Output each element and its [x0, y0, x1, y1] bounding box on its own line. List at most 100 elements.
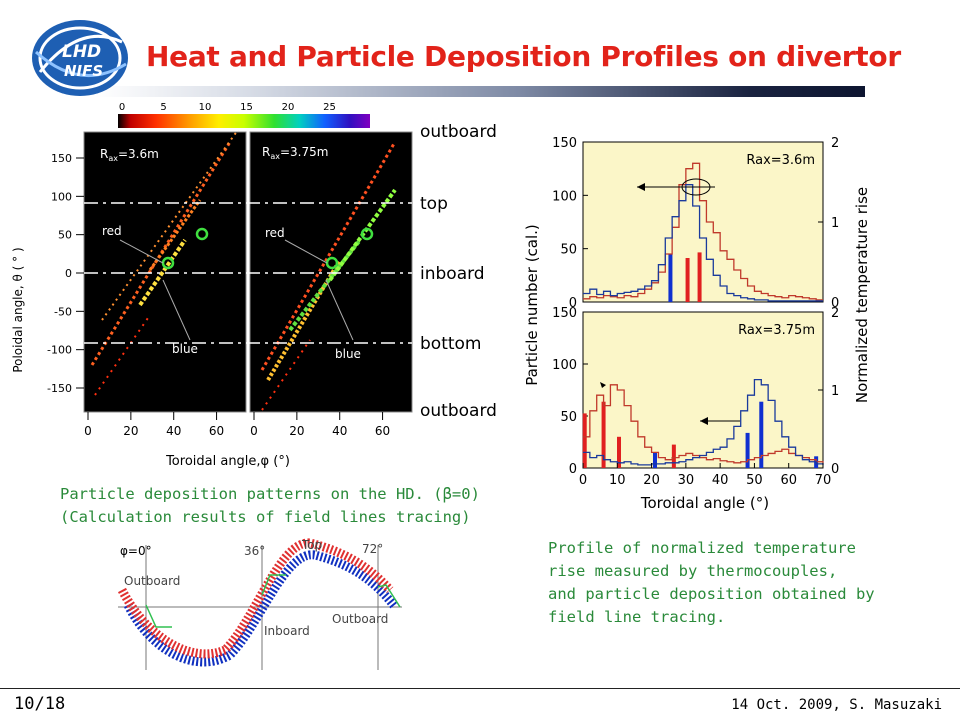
left-xtick: 40 — [332, 424, 347, 438]
panel-rax-3-6 — [84, 132, 246, 412]
chart-ytick: 0 — [569, 296, 577, 311]
colorbar-tick: 15 — [240, 102, 253, 113]
chart-ytick: 50 — [560, 410, 577, 425]
left-ytick: 50 — [58, 229, 72, 242]
phi72-label: 72° — [362, 542, 383, 556]
panel-b-label: R — [262, 145, 270, 159]
thermocouple-marker — [360, 227, 374, 241]
region-top: top — [420, 194, 448, 214]
phi0-label: φ=0° — [120, 544, 152, 558]
chart-ytick: 100 — [552, 189, 577, 204]
panel-a-value: =3.6m — [118, 147, 159, 161]
chart-ytick-right: 0 — [831, 462, 839, 477]
chart-xtick: 50 — [746, 473, 763, 488]
colorbar-tick: 5 — [160, 102, 166, 113]
chart-ytick-right: 1 — [831, 216, 839, 231]
page-number: 10/18 — [14, 694, 66, 714]
logo-top-text: LHD — [62, 42, 101, 62]
caption-right: Profile of normalized temperature rise m… — [548, 537, 875, 629]
chart-ylabel: Particle number (cal.) — [523, 224, 541, 386]
panel-b-value: =3.75m — [280, 145, 328, 159]
thermocouple-marker — [195, 227, 209, 241]
left-xtick: 0 — [84, 424, 92, 438]
chart-ytick-right: 0 — [831, 296, 839, 311]
left-ytick: -150 — [47, 382, 72, 395]
chart-annotation: Rax=3.6m — [746, 153, 815, 168]
colorbar-tick: 20 — [282, 102, 295, 113]
panel-b-sub: ax — [270, 152, 280, 161]
left-xlabel: Toroidal angle,φ (°) — [165, 454, 290, 469]
left-ytick: -50 — [54, 305, 72, 318]
chart-xtick: 30 — [678, 473, 695, 488]
caption-right-line1: Profile of normalized temperature — [548, 539, 856, 557]
caption-left-line1: Particle deposition patterns on the HD. … — [60, 485, 480, 503]
temp-bar-blue — [668, 254, 673, 302]
temp-bar-blue — [759, 401, 764, 468]
caption-right-line3: and particle deposition obtained by — [548, 585, 875, 603]
page-title: Heat and Particle Deposition Profiles on… — [146, 40, 901, 73]
svg-text:Rax=3.75m: Rax=3.75m — [262, 145, 328, 161]
series-line-1 — [583, 378, 824, 466]
left-xtick: 0 — [250, 424, 258, 438]
inboard-label: Inboard — [264, 624, 310, 638]
chart-ytick-right: 2 — [831, 306, 839, 321]
chart-ytick: 150 — [552, 306, 577, 321]
chart-xtick: 0 — [579, 473, 587, 488]
top-label: Top — [301, 538, 322, 552]
chart-xlabel: Toroidal angle (°) — [640, 494, 769, 512]
caption-right-line4: field line tracing. — [548, 608, 726, 626]
colorbar-gradient — [118, 114, 370, 128]
region-outboard-bottom: outboard — [420, 401, 497, 421]
svg-text:Rax=3.6m: Rax=3.6m — [100, 147, 159, 163]
temp-bar-blue — [745, 432, 750, 468]
lhd-nifs-logo-icon: LHD NIFS — [32, 20, 128, 96]
chart-ytick: 0 — [569, 462, 577, 477]
chart-panel-0: 0 50 100 150 0 1 2 Rax=3.6m — [552, 136, 839, 311]
panel-a-label: R — [100, 147, 108, 161]
colorbar-tick: 25 — [323, 102, 336, 113]
highlight-ellipse — [681, 178, 711, 196]
temp-bar-red — [582, 413, 587, 468]
left-ytick: 0 — [65, 267, 72, 280]
chart-xtick: 20 — [643, 473, 660, 488]
chart-xtick: 60 — [780, 473, 797, 488]
temp-bar-red — [685, 258, 690, 302]
region-lines — [84, 202, 412, 344]
deposition-pattern-plots: Rax=3.6m Rax=3.75m red red blue blue 150… — [11, 130, 413, 469]
region-inboard: inboard — [420, 264, 485, 284]
temp-bar-red — [671, 444, 676, 468]
region-bottom: bottom — [420, 334, 482, 354]
header-gradient-bar — [95, 86, 865, 97]
blue-label-a: blue — [172, 342, 198, 356]
series-line-0 — [583, 384, 824, 464]
chart-xtick: 10 — [609, 473, 626, 488]
temp-bar-red — [697, 252, 702, 302]
divertor-helix-diagram: φ=0° 36° 72° Top Outboard Inboard Outboa… — [117, 538, 402, 670]
chart-ylabel-right: Normalized temperature rise — [853, 187, 871, 403]
arrow-head-icon — [637, 183, 645, 191]
colorbar-tick: 10 — [199, 102, 212, 113]
caption-left: Particle deposition patterns on the HD. … — [60, 483, 480, 529]
left-xtick: 60 — [375, 424, 390, 438]
phi36-label: 36° — [244, 544, 265, 558]
caption-right-line2: rise measured by thermocouples, — [548, 562, 838, 580]
temp-bar-red — [601, 401, 606, 468]
chart-ytick: 150 — [552, 136, 577, 151]
chart-ytick: 50 — [560, 243, 577, 258]
temperature-particle-charts: 050100150012Rax=3.6m050100150012Rax=3.75… — [523, 136, 871, 512]
series-line-1 — [583, 184, 823, 302]
colorbar-tick: 0 — [119, 102, 125, 113]
red-label-b: red — [265, 226, 285, 240]
outboard-right-label: Outboard — [332, 612, 388, 626]
chart-ytick-right: 2 — [831, 136, 839, 151]
temp-bar-blue — [653, 452, 657, 468]
left-xtick: 60 — [209, 424, 224, 438]
arrow-head-icon — [700, 417, 708, 425]
chart-plot-area — [582, 141, 824, 303]
left-ylabel: Poloidal angle, θ ( ° ) — [11, 247, 25, 372]
left-ytick: 150 — [51, 152, 72, 165]
chart-panel-1: 0 50 100 150 0 1 2 Rax=3.75m 0 10 20 30 40 50 60 70 — [552, 306, 839, 488]
deposition-stripes-a — [90, 130, 240, 396]
panel-a-sub: ax — [108, 154, 118, 163]
chart-xtick: 40 — [712, 473, 729, 488]
